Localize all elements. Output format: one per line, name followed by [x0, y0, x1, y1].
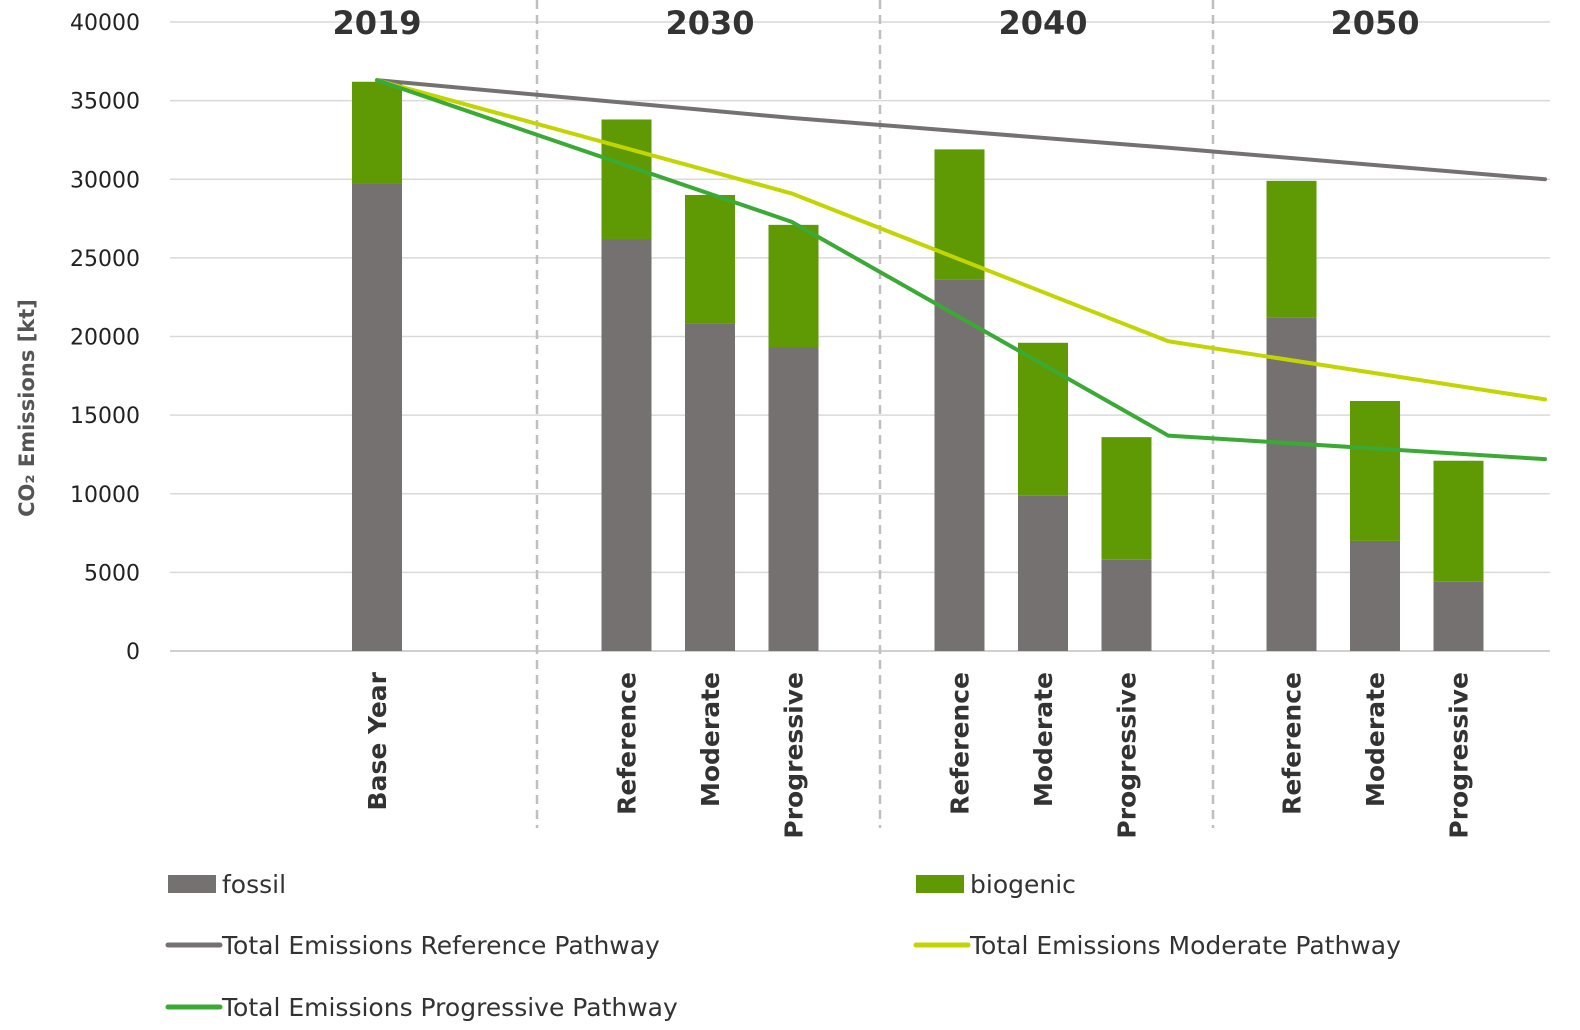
- legend-label: Total Emissions Reference Pathway: [221, 931, 660, 960]
- bar-segment-biogenic: [1350, 400, 1400, 541]
- y-axis: CO₂ Emissions [kt] 0 5000 10000 15000 20000 2…: [15, 11, 140, 665]
- pathway-line: [375, 78, 1547, 182]
- y-tick-label: 10000: [70, 483, 140, 508]
- pathway-line: [375, 78, 1547, 402]
- bar-segment-fossil: [934, 279, 985, 651]
- legend-swatch: [168, 875, 216, 893]
- bar-segment-fossil: [1433, 581, 1484, 651]
- bar-segment-fossil: [352, 183, 402, 651]
- bar-segment-biogenic: [352, 81, 402, 184]
- bar-segment-fossil: [601, 239, 652, 651]
- pathway-line: [375, 78, 1547, 462]
- group-dividers: [535, 0, 1215, 828]
- bar-segment-fossil: [1018, 495, 1068, 651]
- bar-segment-biogenic: [768, 224, 819, 348]
- category-label: Moderate: [1029, 672, 1058, 807]
- category-labels: 2019 2030 2040 2050 Base Year Reference Modera…: [332, 4, 1473, 839]
- bar-segment-biogenic: [685, 194, 735, 324]
- bar-segment-fossil: [1266, 317, 1317, 651]
- y-axis-label: CO₂ Emissions [kt]: [15, 299, 39, 517]
- category-label: Moderate: [696, 672, 725, 807]
- y-tick-label: 40000: [70, 11, 140, 36]
- legend: fossil biogenic Total Emissions Reference …: [165, 870, 1401, 1022]
- category-label: Moderate: [1361, 672, 1390, 807]
- y-tick-label: 5000: [84, 561, 140, 586]
- y-tick-label: 25000: [70, 247, 140, 272]
- legend-label: fossil: [222, 870, 286, 899]
- y-tick-label: 35000: [70, 90, 140, 115]
- legend-label: biogenic: [970, 870, 1076, 899]
- bar-segment-biogenic: [1266, 180, 1317, 318]
- y-tick-label: 20000: [70, 326, 140, 351]
- legend-label: Total Emissions Moderate Pathway: [969, 931, 1401, 960]
- bar-segment-fossil: [1101, 559, 1152, 651]
- category-label: Progressive: [780, 672, 809, 839]
- category-label: Reference: [946, 672, 975, 815]
- year-label: 2030: [665, 4, 754, 42]
- year-label: 2050: [1330, 4, 1419, 42]
- y-tick-label: 0: [126, 640, 140, 665]
- category-label: Base Year: [363, 671, 392, 810]
- bar-segment-biogenic: [1433, 460, 1484, 582]
- category-label: Progressive: [1445, 672, 1474, 839]
- y-tick-label: 30000: [70, 168, 140, 193]
- legend-label: Total Emissions Progressive Pathway: [221, 993, 678, 1022]
- bar-segment-biogenic: [1101, 437, 1152, 560]
- category-label: Reference: [613, 672, 642, 815]
- bar-segment-fossil: [1350, 540, 1400, 651]
- bar-segment-fossil: [685, 323, 735, 651]
- category-label: Progressive: [1113, 672, 1142, 839]
- year-label: 2040: [998, 4, 1087, 42]
- pathway-lines: [375, 78, 1547, 462]
- y-tick-label: 15000: [70, 404, 140, 429]
- bar-segment-biogenic: [1018, 342, 1068, 496]
- bar-segment-biogenic: [601, 119, 652, 240]
- legend-swatch: [916, 875, 964, 893]
- bar-segment-fossil: [768, 347, 819, 651]
- year-label: 2019: [332, 4, 421, 42]
- stacked-bars: [352, 81, 1484, 651]
- category-label: Reference: [1278, 672, 1307, 815]
